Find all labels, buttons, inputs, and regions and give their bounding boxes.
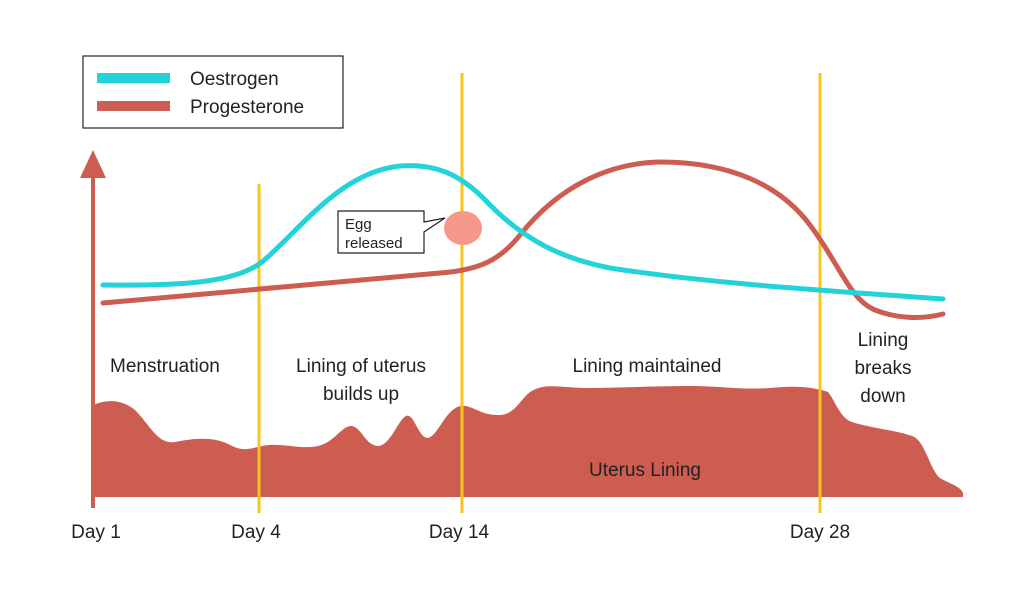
maintained-label: Lining maintained bbox=[573, 356, 722, 377]
day-label-28: Day 28 bbox=[790, 522, 850, 543]
uterus-lining-shape bbox=[93, 386, 963, 497]
day-label-4: Day 4 bbox=[231, 522, 281, 543]
day-label-14: Day 14 bbox=[429, 522, 490, 543]
axis-arrowhead bbox=[80, 150, 106, 178]
uterus-lining-label: Uterus Lining bbox=[589, 460, 701, 481]
breaks-down-label-line-1: Lining bbox=[858, 330, 909, 351]
legend-box bbox=[82, 55, 344, 129]
callout-line-2: released bbox=[345, 235, 403, 252]
progesterone-curve bbox=[100, 159, 946, 320]
progesterone-legend-label: Progesterone bbox=[190, 97, 304, 118]
breaks-down-label-line-3: down bbox=[860, 386, 905, 407]
callout-line-1: Egg bbox=[345, 216, 372, 233]
breaks-down-label-line-2: breaks bbox=[854, 358, 911, 379]
oestrogen-curve bbox=[100, 163, 946, 302]
day-label-1: Day 1 bbox=[71, 522, 121, 543]
callout-box bbox=[337, 210, 446, 254]
oestrogen-legend-label: Oestrogen bbox=[190, 69, 279, 90]
builds-up-label-line-1: Lining of uterus bbox=[296, 356, 426, 377]
progesterone-legend-swatch bbox=[97, 101, 170, 111]
builds-up-label-line-2: builds up bbox=[323, 384, 399, 405]
oestrogen-legend-swatch bbox=[97, 73, 170, 83]
menstruation-label: Menstruation bbox=[110, 356, 220, 377]
egg-icon bbox=[444, 211, 482, 245]
